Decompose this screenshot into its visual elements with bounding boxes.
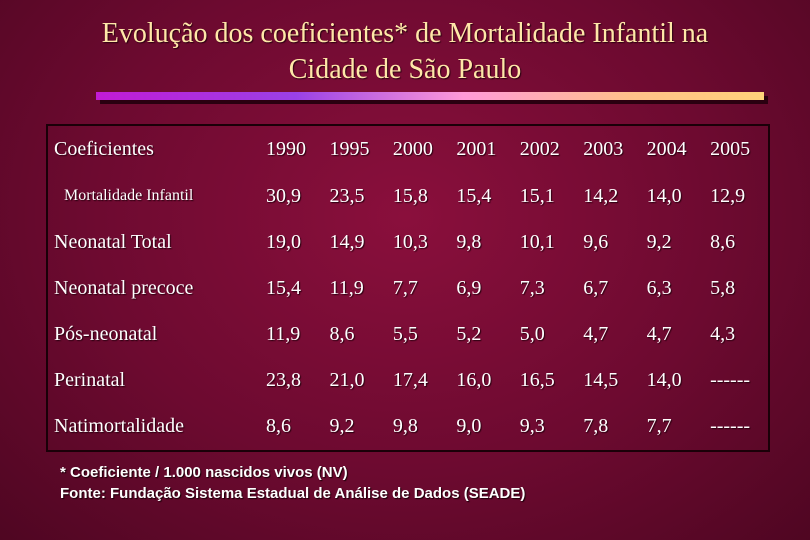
header-label: Coeficientes — [54, 138, 154, 160]
table-cell: 4,7 — [583, 322, 609, 345]
title-line-1: Evolução dos coeficientes* de Mortalidad… — [101, 18, 709, 49]
table-cell: 30,9 — [266, 184, 301, 207]
row-label: Neonatal precoce — [54, 276, 194, 299]
table-cell: 21,0 — [329, 368, 365, 391]
table-cell: 6,9 — [456, 276, 482, 299]
footnote-source: Fonte: Fundação Sistema Estadual de Anál… — [60, 485, 526, 502]
table-cell: 6,7 — [583, 276, 609, 299]
mortality-table: Coeficientes 1990 1995 2000 2001 2002 20… — [46, 124, 770, 452]
year-header: 2001 — [456, 138, 497, 160]
title-rule-shadow — [100, 96, 768, 104]
table-cell: 11,9 — [329, 276, 364, 299]
table-cell: 4,7 — [646, 322, 672, 345]
table-cell: 9,2 — [646, 230, 672, 253]
table-cell: 14,9 — [329, 230, 365, 253]
table-cell: 5,5 — [392, 322, 418, 345]
footnote-coefficient: * Coeficiente / 1.000 nascidos vivos (NV… — [60, 464, 348, 481]
table-cell: 8,6 — [710, 230, 736, 253]
year-header: 1995 — [329, 138, 370, 160]
table-cell: 7,7 — [646, 415, 672, 437]
year-header: 2003 — [583, 138, 624, 160]
table-cell: 14,2 — [583, 184, 619, 207]
table-cell: 9,8 — [392, 415, 418, 437]
table-header-row: Coeficientes 1990 1995 2000 2001 2002 20… — [47, 125, 769, 173]
title-gradient-rule — [96, 92, 764, 100]
table-cell: ------ — [710, 368, 751, 391]
table-row: Perinatal 23,8 21,0 17,4 16,0 16,5 14,5 … — [47, 357, 769, 403]
row-label: Natimortalidade — [54, 415, 184, 437]
table-cell: 7,3 — [519, 276, 545, 299]
row-label: Neonatal Total — [54, 230, 172, 253]
table-cell: 14,0 — [646, 184, 682, 207]
year-header: 2002 — [519, 138, 560, 160]
table-cell: 9,6 — [583, 230, 609, 253]
table-cell: 15,1 — [519, 184, 555, 207]
table-cell: 17,4 — [392, 368, 428, 391]
table-cell: 15,4 — [266, 276, 301, 299]
table-cell: 23,8 — [266, 368, 301, 391]
table-cell: 9,3 — [519, 415, 545, 437]
table-cell: 19,0 — [266, 230, 301, 253]
table-cell: 8,6 — [329, 322, 355, 345]
table-cell: 5,0 — [519, 322, 545, 345]
table-cell: 7,7 — [392, 276, 418, 299]
table-row: Mortalidade Infantil 30,9 23,5 15,8 15,4… — [47, 173, 769, 219]
table-cell: 10,3 — [392, 230, 428, 253]
table-cell: 12,9 — [710, 184, 746, 207]
table-cell: 11,9 — [266, 322, 301, 345]
year-header: 2004 — [646, 138, 687, 160]
table-cell: 7,8 — [583, 415, 609, 437]
year-header: 2000 — [392, 138, 433, 160]
table-cell: 16,5 — [519, 368, 555, 391]
table-cell: 15,4 — [456, 184, 492, 207]
table-row: Pós-neonatal 11,9 8,6 5,5 5,2 5,0 4,7 4,… — [47, 311, 769, 357]
slide-title: Evolução dos coeficientes* de Mortalidad… — [0, 16, 810, 88]
table-cell: 5,2 — [456, 322, 482, 345]
table-row: Neonatal Total 19,0 14,9 10,3 9,8 10,1 9… — [47, 219, 769, 265]
row-label: Perinatal — [54, 368, 126, 391]
table-cell: 5,8 — [710, 276, 736, 299]
table-cell: 6,3 — [646, 276, 672, 299]
table-cell: 4,3 — [710, 322, 736, 345]
table-cell: 16,0 — [456, 368, 492, 391]
table-cell: 14,5 — [583, 368, 619, 391]
title-line-2: Cidade de São Paulo — [288, 54, 522, 85]
row-label: Pós-neonatal — [54, 322, 158, 345]
footnote: * Coeficiente / 1.000 nascidos vivos (NV… — [60, 462, 525, 504]
row-label: Mortalidade Infantil — [64, 187, 194, 204]
table-cell: 10,1 — [519, 230, 555, 253]
table-cell: 9,0 — [456, 415, 482, 437]
table-cell: 15,8 — [392, 184, 428, 207]
table-cell: 8,6 — [266, 415, 291, 437]
table-row: Natimortalidade 8,6 9,2 9,8 9,0 9,3 7,8 … — [47, 403, 769, 451]
table-cell: ------ — [710, 415, 751, 437]
table-cell: 9,8 — [456, 230, 482, 253]
table-row: Neonatal precoce 15,4 11,9 7,7 6,9 7,3 6… — [47, 265, 769, 311]
year-header: 2005 — [710, 138, 751, 160]
table-cell: 9,2 — [329, 415, 355, 437]
table-cell: 14,0 — [646, 368, 682, 391]
year-header: 1990 — [266, 138, 306, 160]
table-cell: 23,5 — [329, 184, 365, 207]
